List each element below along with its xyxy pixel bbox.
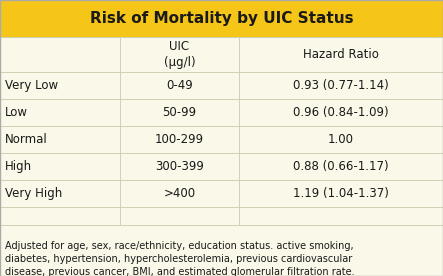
Bar: [120, 153, 239, 180]
Bar: [120, 72, 239, 99]
Text: Very Low: Very Low: [5, 79, 58, 92]
Bar: [239, 72, 443, 99]
Bar: [239, 126, 443, 153]
Text: 300-399: 300-399: [155, 160, 204, 173]
Bar: [0, 99, 120, 126]
Bar: [120, 180, 239, 207]
Bar: [120, 126, 239, 153]
Text: 50-99: 50-99: [162, 106, 197, 119]
Bar: [120, 37, 239, 72]
Bar: [120, 207, 239, 225]
Text: 0.88 (0.66-1.17): 0.88 (0.66-1.17): [293, 160, 389, 173]
Text: >400: >400: [163, 187, 195, 200]
Bar: [0, 180, 120, 207]
Bar: [120, 99, 239, 126]
Text: Risk of Mortality by UIC Status: Risk of Mortality by UIC Status: [89, 11, 354, 26]
Bar: [239, 153, 443, 180]
Bar: [0, 126, 120, 153]
Text: Normal: Normal: [5, 133, 48, 146]
Bar: [0, 0, 443, 37]
Text: 1.19 (1.04-1.37): 1.19 (1.04-1.37): [293, 187, 389, 200]
Text: 100-299: 100-299: [155, 133, 204, 146]
Text: 0-49: 0-49: [166, 79, 193, 92]
Text: UIC
(µg/l): UIC (µg/l): [163, 40, 195, 69]
Text: Low: Low: [5, 106, 28, 119]
Text: 1.00: 1.00: [328, 133, 354, 146]
Bar: [239, 37, 443, 72]
Bar: [0, 153, 120, 180]
Text: Hazard Ratio: Hazard Ratio: [303, 48, 379, 61]
Text: 0.93 (0.77-1.14): 0.93 (0.77-1.14): [293, 79, 389, 92]
Bar: [0, 37, 120, 72]
Text: Adjusted for age, sex, race/ethnicity, education status. active smoking,
diabete: Adjusted for age, sex, race/ethnicity, e…: [5, 241, 355, 276]
Bar: [0, 225, 443, 276]
Bar: [0, 207, 120, 225]
Bar: [0, 72, 120, 99]
Bar: [239, 99, 443, 126]
Bar: [239, 207, 443, 225]
Text: Very High: Very High: [5, 187, 62, 200]
Bar: [239, 180, 443, 207]
Text: 0.96 (0.84-1.09): 0.96 (0.84-1.09): [293, 106, 389, 119]
Text: High: High: [5, 160, 32, 173]
